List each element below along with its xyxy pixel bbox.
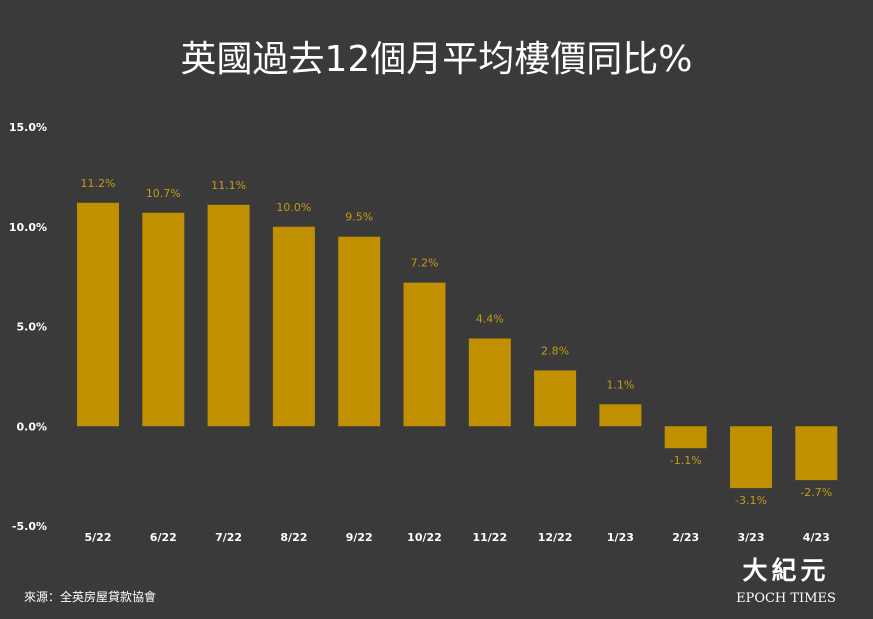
data-label: 2.8% bbox=[541, 344, 569, 357]
logo-chinese-text: 大紀元 bbox=[735, 556, 837, 586]
bar bbox=[273, 227, 315, 427]
bar bbox=[665, 426, 707, 448]
bar bbox=[599, 404, 641, 426]
source-note: 來源：全英房屋貸款協會 bbox=[24, 588, 156, 605]
y-tick-label: 5.0% bbox=[16, 321, 47, 334]
x-tick-label: 3/23 bbox=[738, 531, 765, 544]
epoch-times-logo: 大紀元 EPOCH TIMES bbox=[735, 556, 837, 608]
bar bbox=[469, 338, 511, 426]
data-label: 11.2% bbox=[81, 177, 116, 190]
x-tick-label: 1/23 bbox=[607, 531, 634, 544]
bar bbox=[142, 213, 184, 426]
x-tick-label: 11/22 bbox=[472, 531, 507, 544]
y-tick-label: 0.0% bbox=[16, 420, 47, 433]
y-tick-label: -5.0% bbox=[12, 520, 47, 533]
data-label: 1.1% bbox=[606, 378, 634, 391]
x-tick-label: 8/22 bbox=[280, 531, 307, 544]
bar bbox=[77, 203, 119, 426]
x-tick-label: 4/23 bbox=[803, 531, 830, 544]
data-label: 9.5% bbox=[345, 211, 373, 224]
data-label: -2.7% bbox=[800, 486, 832, 499]
bar bbox=[534, 370, 576, 426]
bar bbox=[730, 426, 772, 488]
data-label: 10.7% bbox=[146, 187, 181, 200]
bar bbox=[404, 283, 446, 427]
x-tick-label: 5/22 bbox=[85, 531, 112, 544]
x-tick-label: 7/22 bbox=[215, 531, 242, 544]
x-tick-label: 10/22 bbox=[407, 531, 442, 544]
x-tick-label: 9/22 bbox=[346, 531, 373, 544]
bar bbox=[795, 426, 837, 480]
data-label: -1.1% bbox=[670, 454, 702, 467]
y-tick-label: 10.0% bbox=[9, 221, 47, 234]
data-label: 11.1% bbox=[211, 179, 246, 192]
x-tick-label: 2/23 bbox=[672, 531, 699, 544]
data-label: -3.1% bbox=[735, 494, 767, 507]
bar bbox=[208, 205, 250, 426]
logo-english-text: EPOCH TIMES bbox=[735, 590, 837, 608]
bar bbox=[338, 237, 380, 427]
x-tick-label: 6/22 bbox=[150, 531, 177, 544]
x-tick-label: 12/22 bbox=[538, 531, 573, 544]
data-label: 7.2% bbox=[411, 257, 439, 270]
data-label: 10.0% bbox=[276, 201, 311, 214]
y-tick-label: 15.0% bbox=[9, 121, 47, 134]
data-label: 4.4% bbox=[476, 312, 504, 325]
